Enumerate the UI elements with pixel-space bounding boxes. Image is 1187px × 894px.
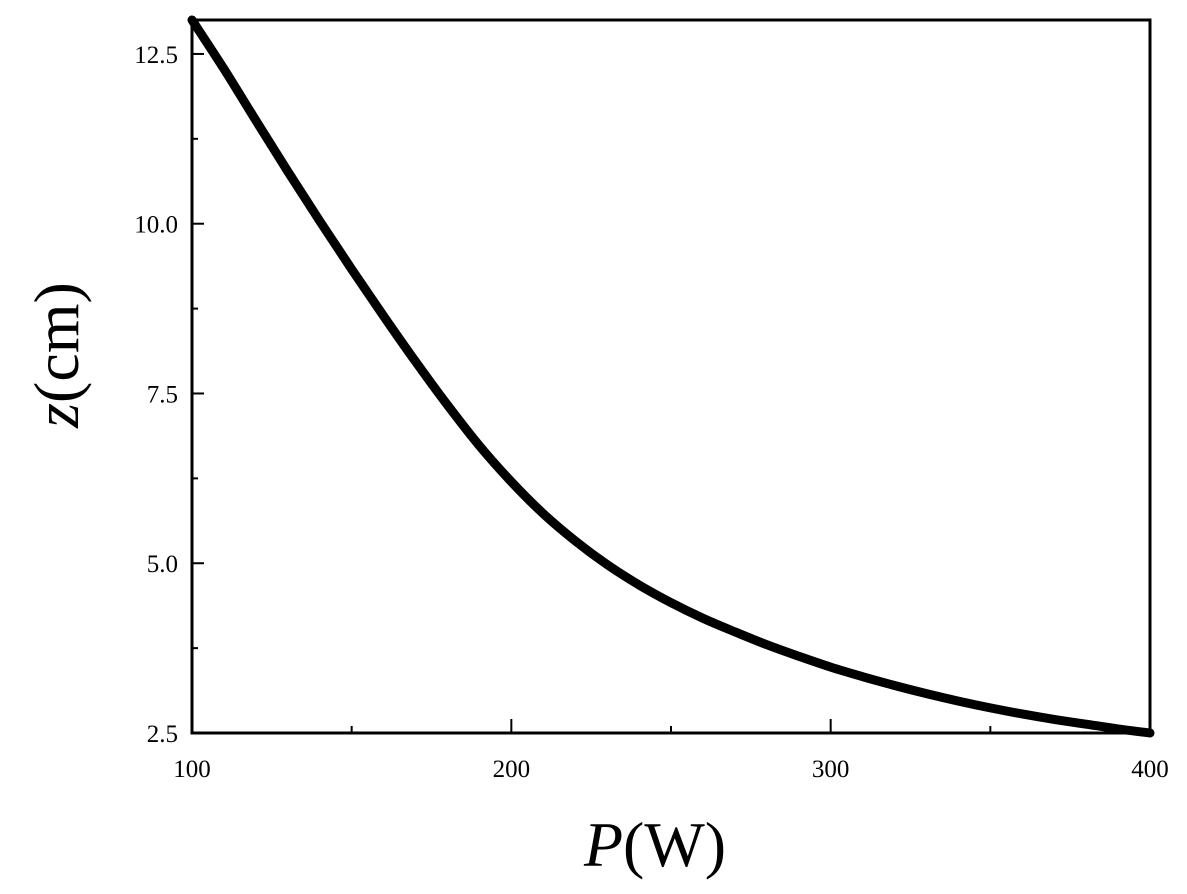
x-tick-label: 400 [1131,756,1169,783]
x-axis-title: P(W) [583,809,726,880]
y-tick-label: 7.5 [147,381,178,408]
series-line [187,15,1155,738]
x-tick-label: 300 [812,756,850,783]
x-tick-label: 100 [173,756,211,783]
plot-frame [190,18,1152,735]
x-tick-label: 200 [493,756,531,783]
y-tick-label: 12.5 [134,42,178,69]
tick-labels: 100 200 300 400 2.5 5.0 7.5 10.0 12.5 [134,42,1169,783]
y-tick-label: 5.0 [147,551,178,578]
y-tick-label: 2.5 [147,721,178,748]
x-axis-variable: P [583,809,623,880]
y-axis-variable: z [21,403,92,429]
y-axis-title: z(cm) [21,282,92,429]
axis-ticks [191,52,1151,734]
y-tick-label: 10.0 [134,212,178,239]
y-axis-unit: (cm) [21,282,92,403]
x-axis-unit: (W) [623,809,726,880]
